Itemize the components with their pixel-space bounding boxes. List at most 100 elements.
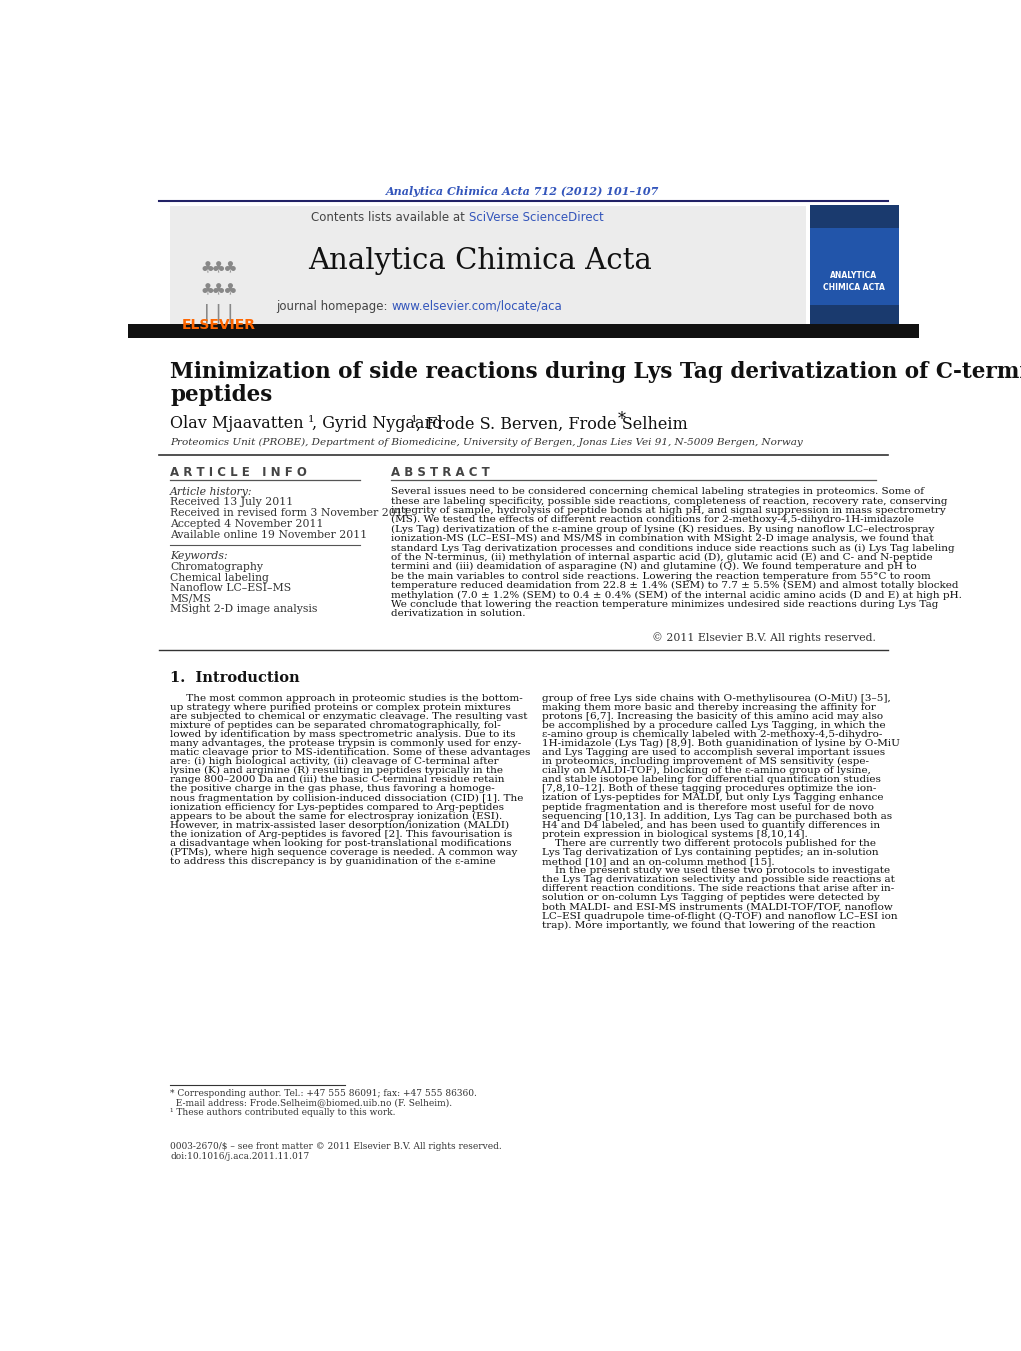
- Text: MS/MS: MS/MS: [171, 593, 211, 604]
- Text: ANALYTICA
CHIMICA ACTA: ANALYTICA CHIMICA ACTA: [823, 270, 885, 292]
- Text: LC–ESI quadrupole time-of-flight (Q-TOF) and nanoflow LC–ESI ion: LC–ESI quadrupole time-of-flight (Q-TOF)…: [542, 912, 897, 920]
- Text: Accepted 4 November 2011: Accepted 4 November 2011: [171, 519, 324, 530]
- Text: and stable isotope labeling for differential quantification studies: and stable isotope labeling for differen…: [542, 775, 881, 785]
- Text: be accomplished by a procedure called Lys Tagging, in which the: be accomplished by a procedure called Ly…: [542, 721, 886, 730]
- Text: different reaction conditions. The side reactions that arise after in-: different reaction conditions. The side …: [542, 885, 894, 893]
- Text: standard Lys Tag derivatization processes and conditions induce side reactions s: standard Lys Tag derivatization processe…: [391, 543, 955, 553]
- Text: www.elsevier.com/locate/aca: www.elsevier.com/locate/aca: [391, 300, 562, 312]
- Text: 1.  Introduction: 1. Introduction: [171, 671, 300, 685]
- Bar: [171, 205, 806, 328]
- Text: journal homepage:: journal homepage:: [276, 300, 391, 312]
- Bar: [128, 324, 919, 338]
- Text: in proteomics, including improvement of MS sensitivity (espe-: in proteomics, including improvement of …: [542, 757, 869, 766]
- Text: appears to be about the same for electrospray ionization (ESI).: appears to be about the same for electro…: [171, 812, 502, 820]
- Text: SciVerse ScienceDirect: SciVerse ScienceDirect: [469, 211, 603, 224]
- Text: (MS). We tested the effects of different reaction conditions for 2-methoxy-4,5-d: (MS). We tested the effects of different…: [391, 515, 914, 524]
- Text: up strategy where purified proteins or complex protein mixtures: up strategy where purified proteins or c…: [171, 703, 510, 712]
- Text: *: *: [618, 411, 626, 428]
- Text: 0003-2670/$ – see front matter © 2011 Elsevier B.V. All rights reserved.: 0003-2670/$ – see front matter © 2011 El…: [171, 1142, 502, 1151]
- Text: solution or on-column Lys Tagging of peptides were detected by: solution or on-column Lys Tagging of pep…: [542, 893, 880, 902]
- Text: There are currently two different protocols published for the: There are currently two different protoc…: [542, 839, 876, 848]
- Text: the ionization of Arg-peptides is favored [2]. This favourisation is: the ionization of Arg-peptides is favore…: [171, 830, 513, 839]
- Text: method [10] and an on-column method [15].: method [10] and an on-column method [15]…: [542, 857, 775, 866]
- Text: and Lys Tagging are used to accomplish several important issues: and Lys Tagging are used to accomplish s…: [542, 748, 885, 757]
- Text: Minimization of side reactions during Lys Tag derivatization of C-terminal lysin: Minimization of side reactions during Ly…: [171, 361, 1021, 384]
- Text: A R T I C L E   I N F O: A R T I C L E I N F O: [171, 466, 307, 480]
- Text: methylation (7.0 ± 1.2% (SEM) to 0.4 ± 0.4% (SEM) of the internal acidic amino a: methylation (7.0 ± 1.2% (SEM) to 0.4 ± 0…: [391, 590, 962, 600]
- Text: are: (i) high biological activity, (ii) cleavage of C-terminal after: are: (i) high biological activity, (ii) …: [171, 757, 499, 766]
- Text: group of free Lys side chains with O-methylisourea (O-MiU) [3–5],: group of free Lys side chains with O-met…: [542, 693, 891, 703]
- Text: , Frode S. Berven, Frode Selheim: , Frode S. Berven, Frode Selheim: [416, 415, 688, 432]
- Text: ¹ These authors contributed equally to this work.: ¹ These authors contributed equally to t…: [171, 1108, 396, 1117]
- Text: protein expression in biological systems [8,10,14].: protein expression in biological systems…: [542, 830, 808, 839]
- Text: protons [6,7]. Increasing the basicity of this amino acid may also: protons [6,7]. Increasing the basicity o…: [542, 712, 883, 720]
- Bar: [810, 205, 898, 330]
- Text: [7,8,10–12]. Both of these tagging procedures optimize the ion-: [7,8,10–12]. Both of these tagging proce…: [542, 785, 877, 793]
- Bar: [810, 326, 898, 330]
- Text: temperature reduced deamidation from 22.8 ± 1.4% (SEM) to 7.7 ± 5.5% (SEM) and a: temperature reduced deamidation from 22.…: [391, 581, 959, 590]
- Text: mixture of peptides can be separated chromatographically, fol-: mixture of peptides can be separated chr…: [171, 721, 501, 730]
- Text: integrity of sample, hydrolysis of peptide bonds at high pH, and signal suppress: integrity of sample, hydrolysis of pepti…: [391, 507, 945, 515]
- Text: termini and (iii) deamidation of asparagine (N) and glutamine (Q). We found temp: termini and (iii) deamidation of asparag…: [391, 562, 917, 571]
- Text: ization of Lys-peptides for MALDI, but only Lys Tagging enhance: ization of Lys-peptides for MALDI, but o…: [542, 793, 884, 802]
- Text: peptide fragmentation and is therefore most useful for de novo: peptide fragmentation and is therefore m…: [542, 802, 874, 812]
- Text: © 2011 Elsevier B.V. All rights reserved.: © 2011 Elsevier B.V. All rights reserved…: [652, 632, 876, 643]
- Text: be the main variables to control side reactions. Lowering the reaction temperatu: be the main variables to control side re…: [391, 571, 931, 581]
- Text: In the present study we used these two protocols to investigate: In the present study we used these two p…: [542, 866, 890, 875]
- Text: Keywords:: Keywords:: [171, 551, 228, 562]
- Text: Chemical labeling: Chemical labeling: [171, 573, 270, 582]
- Text: are subjected to chemical or enzymatic cleavage. The resulting vast: are subjected to chemical or enzymatic c…: [171, 712, 528, 720]
- Text: derivatization in solution.: derivatization in solution.: [391, 609, 526, 619]
- Text: H4 and D4 labeled, and has been used to quantify differences in: H4 and D4 labeled, and has been used to …: [542, 821, 880, 830]
- Text: Several issues need to be considered concerning chemical labeling strategies in : Several issues need to be considered con…: [391, 488, 924, 496]
- Text: Contents lists available at: Contents lists available at: [311, 211, 469, 224]
- Text: cially on MALDI-TOF), blocking of the ε-amino group of lysine,: cially on MALDI-TOF), blocking of the ε-…: [542, 766, 871, 775]
- Text: Nanoflow LC–ESI–MS: Nanoflow LC–ESI–MS: [171, 582, 291, 593]
- Text: E-mail address: Frode.Selheim@biomed.uib.no (F. Selheim).: E-mail address: Frode.Selheim@biomed.uib…: [171, 1098, 452, 1108]
- Text: of the N-terminus, (ii) methylation of internal aspartic acid (D), glutamic acid: of the N-terminus, (ii) methylation of i…: [391, 553, 933, 562]
- Text: A B S T R A C T: A B S T R A C T: [391, 466, 490, 480]
- Text: ionization efficiency for Lys-peptides compared to Arg-peptides: ionization efficiency for Lys-peptides c…: [171, 802, 504, 812]
- Text: 1: 1: [411, 415, 418, 424]
- Text: We conclude that lowering the reaction temperature minimizes undesired side reac: We conclude that lowering the reaction t…: [391, 600, 938, 609]
- Text: the Lys Tag derivatization selectivity and possible side reactions at: the Lys Tag derivatization selectivity a…: [542, 875, 895, 885]
- Text: a disadvantage when looking for post-translational modifications: a disadvantage when looking for post-tra…: [171, 839, 512, 848]
- Text: Analytica Chimica Acta: Analytica Chimica Acta: [308, 247, 652, 274]
- Text: However, in matrix-assisted laser desorption/ionization (MALDI): However, in matrix-assisted laser desorp…: [171, 820, 509, 830]
- Text: ε-amino group is chemically labeled with 2-methoxy-4,5-dihydro-: ε-amino group is chemically labeled with…: [542, 730, 882, 739]
- Text: many advantages, the protease trypsin is commonly used for enzy-: many advantages, the protease trypsin is…: [171, 739, 522, 748]
- Text: Received in revised form 3 November 2011: Received in revised form 3 November 2011: [171, 508, 410, 519]
- Text: sequencing [10,13]. In addition, Lys Tag can be purchased both as: sequencing [10,13]. In addition, Lys Tag…: [542, 812, 892, 820]
- Text: Available online 19 November 2011: Available online 19 November 2011: [171, 530, 368, 540]
- Text: lowed by identification by mass spectrometric analysis. Due to its: lowed by identification by mass spectrom…: [171, 730, 516, 739]
- Text: Olav Mjaavatten: Olav Mjaavatten: [171, 415, 304, 432]
- Text: range 800–2000 Da and (iii) the basic C-terminal residue retain: range 800–2000 Da and (iii) the basic C-…: [171, 775, 504, 785]
- Text: The most common approach in proteomic studies is the bottom-: The most common approach in proteomic st…: [171, 693, 523, 703]
- Text: the positive charge in the gas phase, thus favoring a homoge-: the positive charge in the gas phase, th…: [171, 785, 495, 793]
- Text: to address this discrepancy is by guanidination of the ε-amine: to address this discrepancy is by guanid…: [171, 857, 496, 866]
- Text: doi:10.1016/j.aca.2011.11.017: doi:10.1016/j.aca.2011.11.017: [171, 1151, 309, 1161]
- Text: lysine (K) and arginine (R) resulting in peptides typically in the: lysine (K) and arginine (R) resulting in…: [171, 766, 503, 775]
- Text: trap). More importantly, we found that lowering of the reaction: trap). More importantly, we found that l…: [542, 920, 876, 929]
- Text: , Gyrid Nygaard: , Gyrid Nygaard: [312, 415, 442, 432]
- Text: 1H-imidazole (Lys Tag) [8,9]. Both guanidination of lysine by O-MiU: 1H-imidazole (Lys Tag) [8,9]. Both guani…: [542, 739, 901, 748]
- Text: matic cleavage prior to MS-identification. Some of these advantages: matic cleavage prior to MS-identificatio…: [171, 748, 531, 757]
- Text: 1: 1: [307, 415, 314, 424]
- Text: (PTMs), where high sequence coverage is needed. A common way: (PTMs), where high sequence coverage is …: [171, 848, 518, 857]
- Text: nous fragmentation by collision-induced dissociation (CID) [1]. The: nous fragmentation by collision-induced …: [171, 793, 524, 802]
- Text: Proteomics Unit (PROBE), Department of Biomedicine, University of Bergen, Jonas : Proteomics Unit (PROBE), Department of B…: [171, 438, 803, 447]
- Text: both MALDI- and ESI-MS instruments (MALDI-TOF/TOF, nanoflow: both MALDI- and ESI-MS instruments (MALD…: [542, 902, 893, 912]
- Text: Article history:: Article history:: [171, 486, 253, 497]
- Text: peptides: peptides: [171, 384, 273, 405]
- Text: Received 13 July 2011: Received 13 July 2011: [171, 497, 293, 508]
- Text: (Lys Tag) derivatization of the ε-amine group of lysine (K) residues. By using n: (Lys Tag) derivatization of the ε-amine …: [391, 524, 934, 534]
- Text: ionization-MS (LC–ESI–MS) and MS/MS in combination with MSight 2-D image analysi: ionization-MS (LC–ESI–MS) and MS/MS in c…: [391, 534, 934, 543]
- Text: these are labeling specificity, possible side reactions, completeness of reactio: these are labeling specificity, possible…: [391, 497, 947, 505]
- Text: * Corresponding author. Tel.: +47 555 86091; fax: +47 555 86360.: * Corresponding author. Tel.: +47 555 86…: [171, 1089, 477, 1098]
- Text: MSight 2-D image analysis: MSight 2-D image analysis: [171, 604, 318, 613]
- Text: making them more basic and thereby increasing the affinity for: making them more basic and thereby incre…: [542, 703, 876, 712]
- Bar: [173, 209, 265, 326]
- Bar: [810, 227, 898, 304]
- Text: ♣♣♣
♣♣♣
|||: ♣♣♣ ♣♣♣ |||: [201, 259, 237, 323]
- Text: Chromatography: Chromatography: [171, 562, 263, 571]
